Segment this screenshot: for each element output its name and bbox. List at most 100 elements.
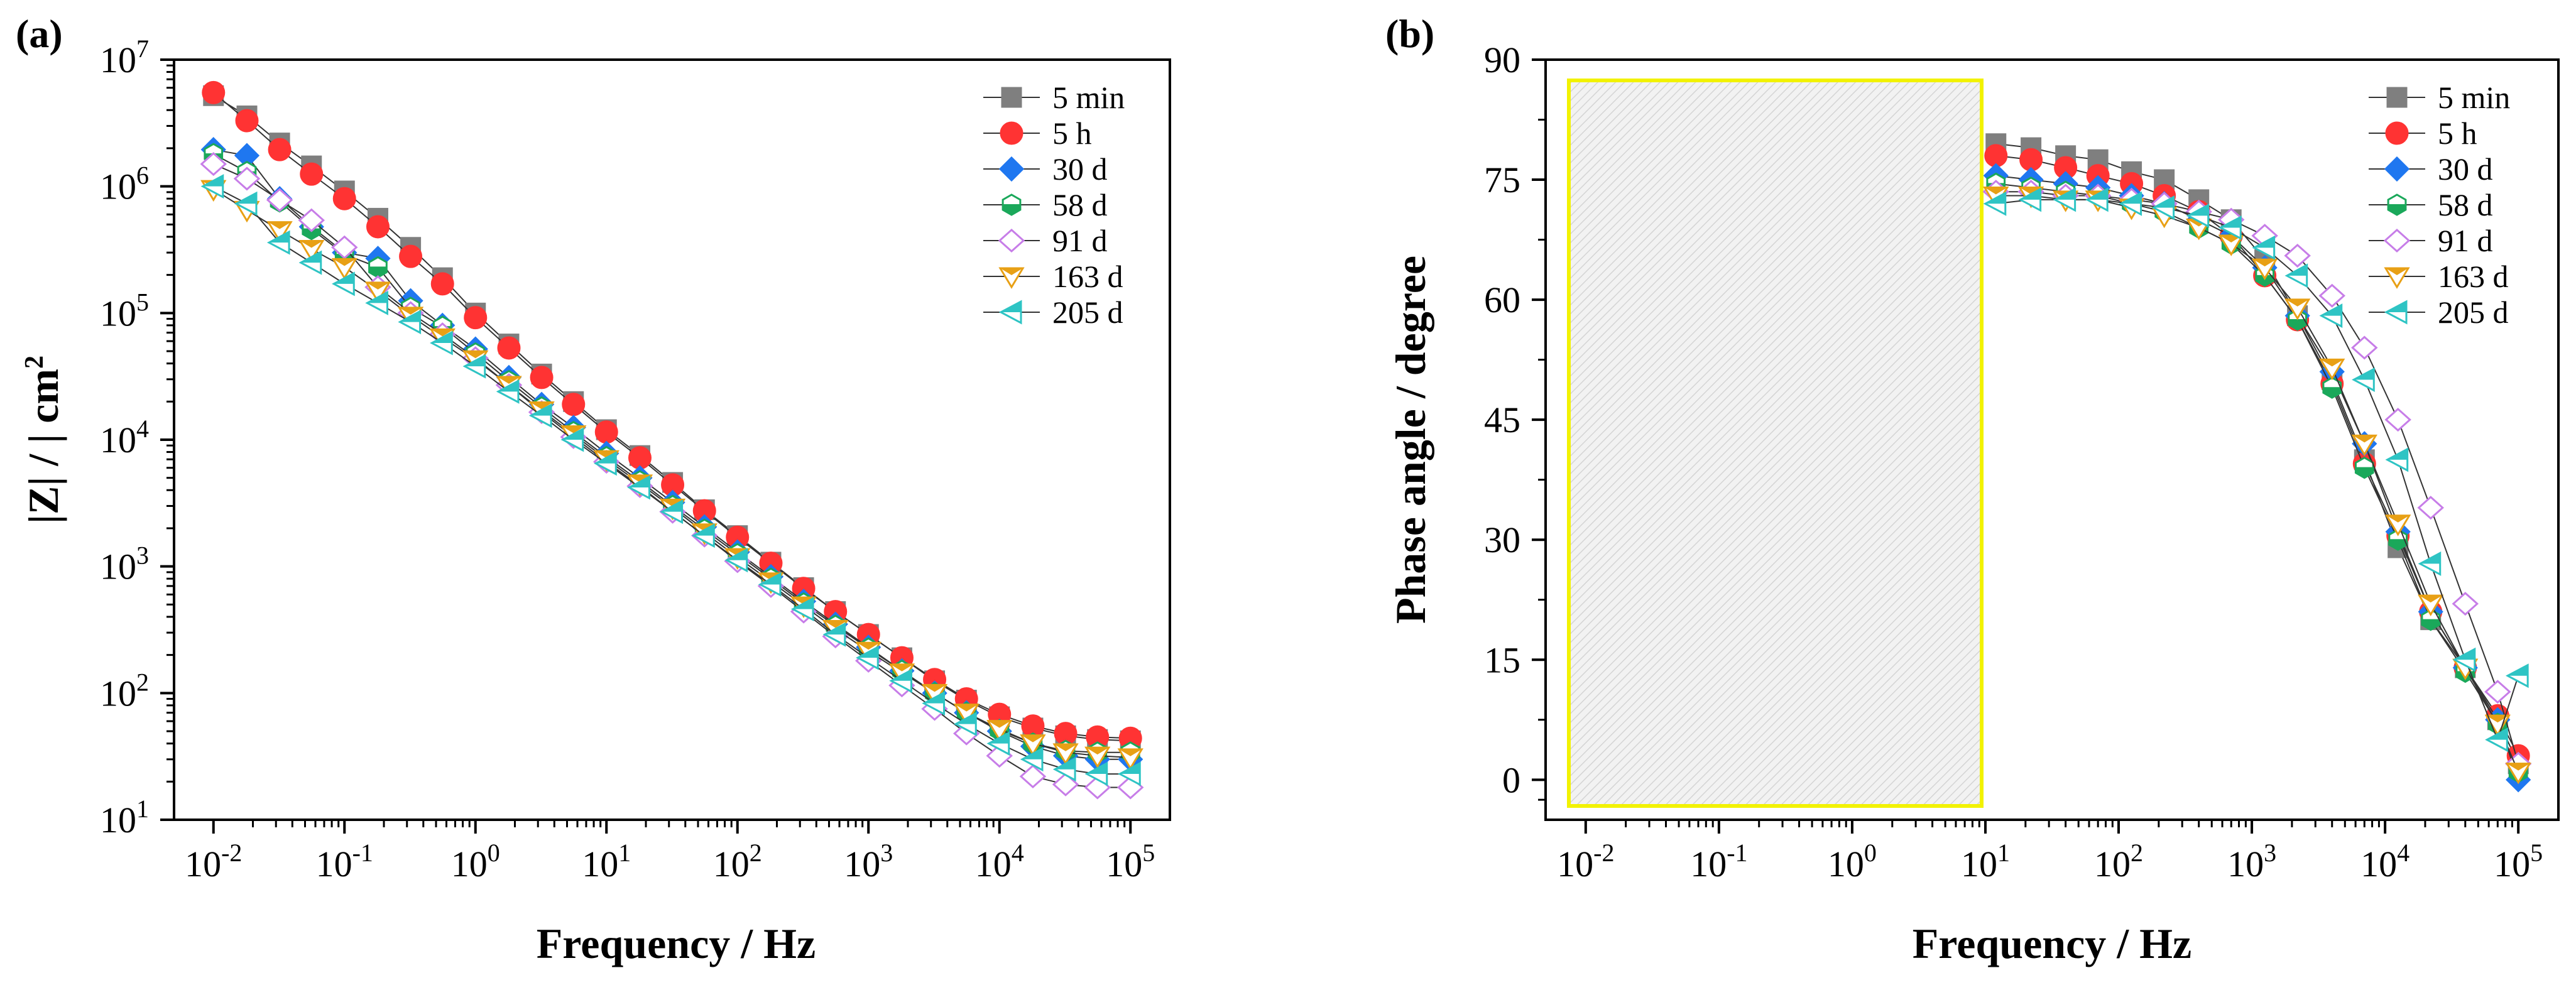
panel-b-ticks: 10-2 10-1 100 101 102 103 104 105 0 15 30 45 60 75 90: [1484, 40, 2543, 884]
panel-a-data-point-fill: [334, 273, 354, 284]
panel-b-data-point: [2484, 680, 2511, 704]
panel-a-data-point: [464, 306, 488, 330]
panel-a-data-point-fill: [432, 332, 452, 344]
panel-a-data-point-fill: [760, 574, 780, 585]
panel-b-legend-label: 5 h: [2438, 116, 2477, 151]
panel-a-data-point-fill: [497, 377, 520, 384]
panel-a-x-tick-label: 103: [844, 839, 893, 884]
panel-a-data-point-fill: [858, 647, 878, 658]
panel-b-x-axis-title: Frequency / Hz: [1913, 920, 2191, 967]
panel-a-legend-item: 30 d: [983, 151, 1108, 187]
panel-a-data-point: [331, 235, 358, 259]
panel-a-data-point-fill: [595, 451, 618, 459]
panel-a-series-205-d: [200, 174, 1141, 786]
panel-a-legend-marker-fill: [1002, 204, 1021, 214]
panel-a-legend-marker-fill: [1001, 302, 1021, 312]
panel-b-legend-item: 5 min: [2369, 80, 2510, 115]
panel-a-y-tick-label: 106: [100, 161, 149, 207]
panel-b-plot-area: [1982, 133, 2532, 793]
panel-b-data-point-fill: [2388, 539, 2408, 550]
panel-a-legend-label: 205 d: [1052, 295, 1123, 330]
panel-b-data-point: [2384, 408, 2411, 432]
panel-a-y-tick-label: 107: [100, 35, 149, 80]
panel-a-y-tick-label: 105: [100, 288, 149, 334]
panel-b-x-tick-label: 100: [1828, 839, 1877, 884]
panel-b-data-point-fill: [2286, 299, 2309, 307]
panel-b-data-point-fill: [2354, 369, 2374, 380]
panel-a-data-point-fill: [1021, 735, 1044, 742]
panel-b-frame: [1544, 58, 2560, 821]
panel-b-data-point-fill: [2253, 259, 2276, 267]
panel-a-legend-item: 163 d: [983, 259, 1123, 294]
panel-b-legend-item: 30 d: [2369, 151, 2493, 187]
panel-a-x-tick-label: 10-1: [316, 839, 373, 884]
panel-a-legend-label: 163 d: [1052, 259, 1123, 294]
panel-b-data-point-fill: [2419, 596, 2442, 603]
panel-b-y-tick-label: 30: [1484, 519, 1520, 560]
panel-a-legend-item: 5 min: [983, 80, 1125, 115]
panel-b-data-point-fill: [2220, 217, 2241, 228]
panel-a-legend-label: 5 min: [1052, 80, 1125, 115]
panel-a-series-30-d: [200, 137, 1143, 772]
panel-a-data-point-fill: [891, 670, 912, 681]
panel-b-legend-marker: [2383, 228, 2411, 253]
panel-a-data-point-fill: [1119, 749, 1142, 756]
panel-a-data-point-fill: [202, 175, 223, 187]
panel-a-data-point: [366, 215, 390, 239]
panel-b-label: (b): [1385, 11, 1434, 56]
panel-a-legend-label: 91 d: [1052, 223, 1108, 258]
panel-a-data-point-fill: [694, 525, 714, 536]
panel-a-data-point-fill: [988, 732, 1009, 744]
panel-b-y-tick-label: 90: [1484, 40, 1520, 80]
panel-b-legend-label: 5 min: [2438, 80, 2510, 115]
panel-b-legend-label: 30 d: [2438, 151, 2493, 187]
panel-a-data-point-fill: [531, 405, 552, 416]
panel-a-data-point: [594, 420, 618, 444]
panel-a-y-tick-label: 103: [100, 541, 149, 587]
panel-a-data-point-fill: [726, 549, 747, 560]
panel-b-data-point-fill: [2355, 467, 2374, 477]
panel-a-data-point-fill: [400, 311, 420, 322]
panel-b-legend-marker: [2386, 87, 2408, 108]
panel-b-data-point-fill: [2420, 553, 2440, 564]
panel-a-data-point-fill: [367, 292, 388, 303]
panel-b-data-point-fill: [2507, 763, 2530, 771]
panel-b-legend-item: 205 d: [2369, 295, 2509, 330]
panel-a-data-point-fill: [956, 713, 976, 724]
panel-a-data-point-fill: [236, 193, 256, 204]
panel-b-data-point-fill: [2188, 205, 2208, 216]
panel-b-data-point-fill: [1984, 187, 2007, 195]
panel-b-series-205-d: [1983, 187, 2529, 753]
panel-a-data-point-fill: [399, 307, 422, 315]
panel-b-legend-item: 91 d: [2369, 223, 2493, 258]
panel-b-data-point: [2417, 496, 2444, 520]
panel-a-data-point-fill: [857, 643, 880, 650]
panel-a-data-point-fill: [955, 704, 978, 712]
panel-a-data-point-fill: [300, 252, 321, 263]
panel-a-data-point: [1019, 764, 1047, 788]
panel-b-y-tick-label: 75: [1484, 160, 1520, 200]
panel-a-data-point-fill: [824, 624, 845, 635]
panel-a-label: (a): [16, 11, 63, 56]
panel-a-data-point-fill: [1120, 763, 1140, 775]
panel-b-legend-marker-fill: [2386, 268, 2408, 275]
panel-a-data-point-fill: [333, 259, 356, 266]
panel-a-data-point-fill: [498, 381, 518, 392]
panel-a-frame: [173, 58, 1171, 821]
panel-a-data-point-fill: [824, 621, 847, 628]
panel-b-data-point: [2318, 283, 2345, 308]
panel-a-data-point: [430, 272, 454, 296]
masked-region: [1567, 79, 1984, 808]
panel-a-data-point-fill: [1054, 744, 1078, 751]
panel-b-legend-label: 163 d: [2438, 259, 2509, 294]
panel-a-data-point-fill: [1086, 763, 1107, 775]
panel-a-y-tick-label: 104: [100, 415, 149, 460]
panel-b-data-point-fill: [2508, 665, 2528, 676]
panel-a-x-tick-label: 102: [713, 839, 762, 884]
panel-a-legend-marker: [998, 228, 1025, 253]
panel-a-data-point-fill: [300, 241, 323, 248]
panel-a-data-point: [530, 366, 554, 389]
panel-a-data-point-fill: [464, 356, 485, 367]
